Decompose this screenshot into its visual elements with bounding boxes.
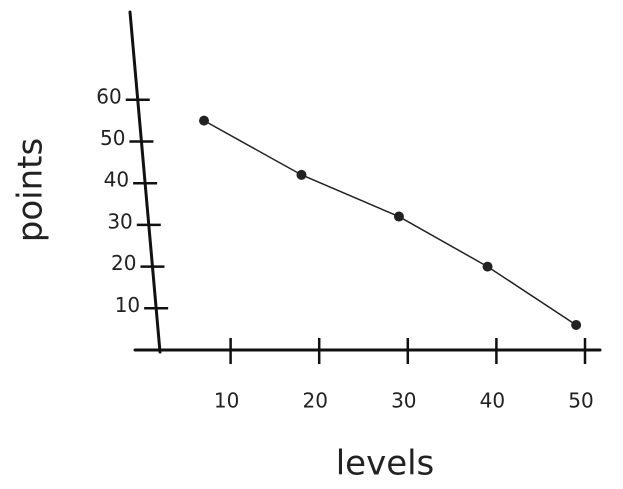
- x-tick-label: 40: [480, 389, 505, 413]
- x-axis-label: levels: [336, 444, 435, 484]
- point: [296, 170, 306, 180]
- x-tick-label: 10: [214, 389, 239, 413]
- point: [571, 320, 581, 330]
- line: [204, 121, 576, 325]
- y-tick-label: 20: [111, 251, 136, 275]
- x-tick-label: 30: [391, 389, 416, 413]
- y-tick-label: 50: [100, 126, 125, 150]
- chart: levels points 10 20 30 40 50 10 20 30 40 50 60: [0, 0, 623, 489]
- point: [483, 262, 493, 272]
- x-tick-label: 50: [568, 389, 593, 413]
- y-tick-label: 40: [104, 168, 129, 192]
- y-tick-label: 30: [107, 209, 132, 233]
- y-axis-label: points: [11, 138, 51, 242]
- x-tick-label: 20: [302, 389, 327, 413]
- y-tick-label: 10: [115, 293, 140, 317]
- y-tick-label: 60: [96, 84, 121, 108]
- point: [199, 116, 209, 126]
- point: [394, 212, 404, 222]
